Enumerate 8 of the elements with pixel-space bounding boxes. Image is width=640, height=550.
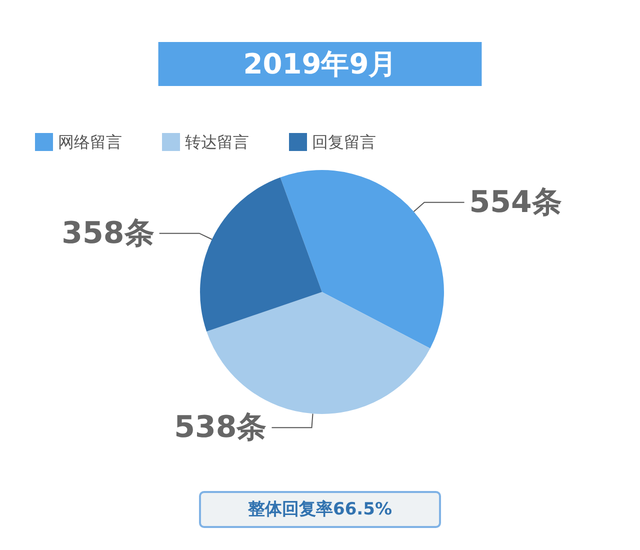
chart-title: 2019年9月 — [243, 48, 397, 80]
legend-label: 转达留言 — [185, 132, 249, 152]
data-label: 538条 — [174, 410, 267, 446]
legend-label: 网络留言 — [58, 132, 122, 152]
data-label: 358条 — [62, 216, 154, 251]
legend-label: 回复留言 — [312, 132, 376, 152]
data-label: 554条 — [469, 184, 562, 220]
text: 整体回复率66.5% — [247, 500, 392, 520]
